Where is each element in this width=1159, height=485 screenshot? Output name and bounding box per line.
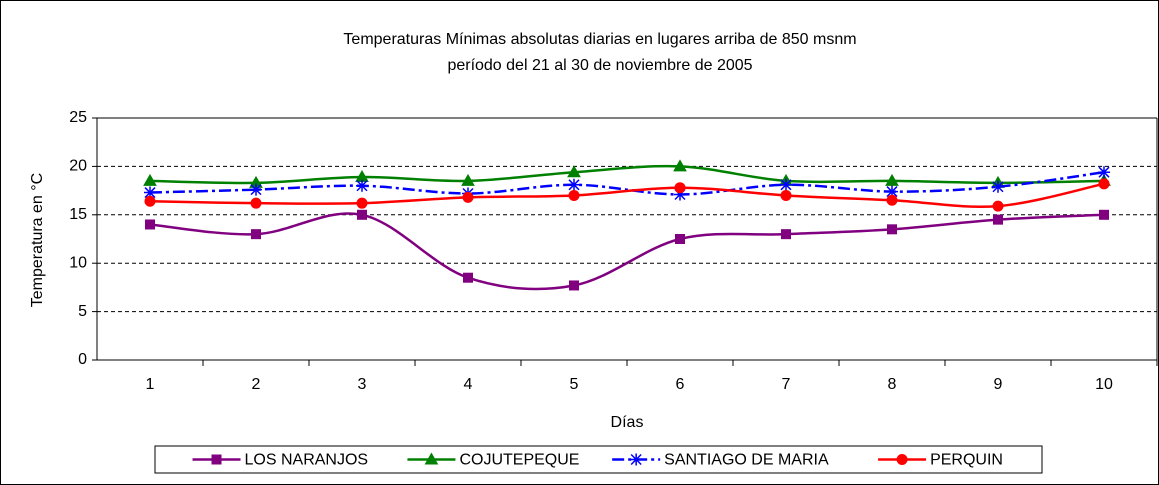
x-axis-label: Días [611, 414, 644, 431]
data-point [250, 183, 262, 196]
y-tick-label: 20 [69, 158, 87, 175]
data-point [144, 186, 156, 199]
data-point [462, 191, 474, 203]
data-point [992, 180, 1004, 193]
data-point [144, 195, 156, 207]
data-point [675, 234, 685, 244]
legend-marker [424, 452, 439, 465]
data-point [673, 159, 687, 172]
y-tick-label: 15 [69, 206, 87, 223]
y-axis-label: Temperatura en °C [29, 173, 46, 307]
series-line [149, 170, 1105, 196]
data-point [781, 229, 791, 240]
x-tick-label: 1 [146, 376, 155, 393]
data-point [887, 224, 897, 235]
data-point [780, 178, 792, 191]
data-point [885, 173, 899, 186]
data-point [145, 219, 155, 230]
data-point [886, 194, 898, 206]
legend-marker [630, 453, 643, 466]
data-point [250, 197, 262, 209]
data-point [674, 182, 686, 194]
y-tick-label: 5 [78, 303, 87, 320]
legend-label: SANTIAGO DE MARIA [664, 452, 829, 469]
x-tick-label: 7 [782, 376, 791, 393]
x-tick-label: 4 [464, 376, 473, 393]
x-tick-label: 3 [358, 376, 367, 393]
series-line [149, 212, 1105, 291]
data-point [143, 173, 157, 186]
chart-title: Temperaturas Mínimas absolutas diarias e… [343, 31, 856, 48]
x-tick-label: 8 [888, 376, 897, 393]
data-point [356, 197, 368, 209]
data-point [357, 209, 367, 220]
legend-marker [211, 454, 222, 465]
x-tick-label: 9 [994, 376, 1003, 393]
data-point [461, 173, 475, 186]
series-line [149, 182, 1105, 208]
x-tick-label: 6 [676, 376, 685, 393]
series-line [149, 164, 1105, 185]
x-tick-label: 5 [570, 376, 579, 393]
data-point [1098, 166, 1110, 179]
data-point [568, 189, 580, 201]
data-point [569, 280, 579, 291]
chart-subtitle: período del 21 al 30 de noviembre de 200… [447, 57, 752, 74]
legend-label: COJUTEPEQUE [459, 452, 579, 469]
x-tick-label: 10 [1095, 376, 1113, 393]
data-point [674, 188, 686, 201]
data-point [568, 178, 580, 191]
data-point [886, 185, 898, 198]
data-point [780, 189, 792, 201]
data-point [992, 200, 1004, 212]
data-point [251, 229, 261, 240]
legend-label: PERQUIN [930, 452, 1003, 469]
x-tick-label: 2 [252, 376, 261, 393]
data-point [1098, 178, 1110, 190]
data-point [1099, 209, 1109, 220]
data-point [993, 214, 1003, 225]
legend-marker [896, 454, 908, 465]
y-tick-label: 10 [69, 254, 87, 271]
data-point [567, 165, 581, 178]
y-tick-label: 0 [78, 351, 87, 368]
legend-label: LOS NARANJOS [245, 452, 369, 469]
data-point [356, 179, 368, 192]
y-tick-label: 25 [69, 109, 87, 126]
data-point [463, 272, 473, 283]
